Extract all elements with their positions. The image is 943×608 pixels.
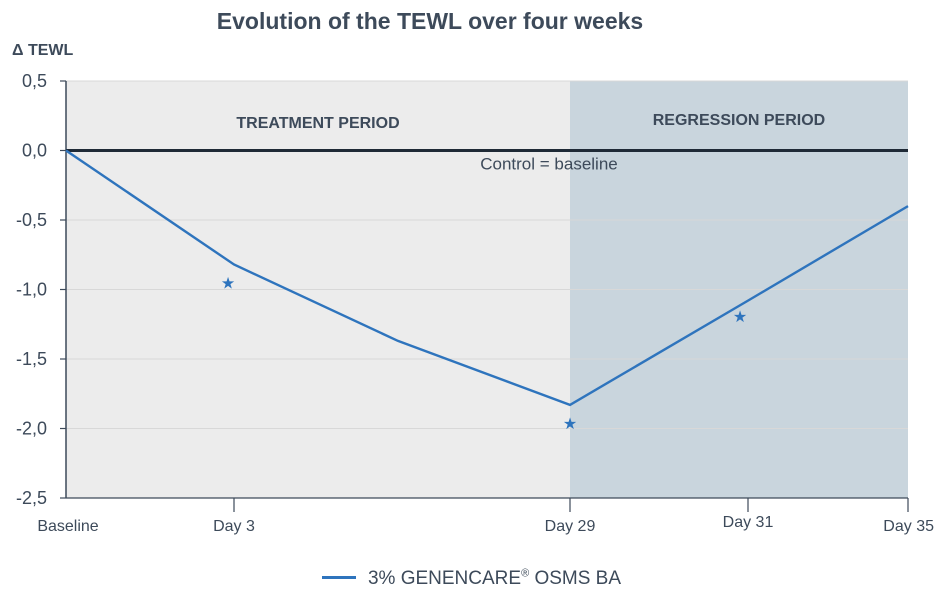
x-tick-label: Day 31 (723, 514, 774, 531)
legend-label: 3% GENENCARE® OSMS BA (367, 568, 622, 590)
x-tick-label: Baseline (37, 518, 98, 535)
significance-star: ★ (563, 416, 577, 433)
series-line (65, 149, 909, 407)
y-tick-label: -1,5 (16, 349, 47, 369)
legend-line-swatch (321, 575, 356, 579)
x-tick-label: Day 29 (545, 518, 596, 535)
significance-star: ★ (733, 309, 747, 326)
y-tick-label: 0,5 (22, 71, 47, 91)
x-tick-label: Day 35 (883, 518, 934, 535)
y-axis-label: Δ TEWL (12, 42, 74, 59)
reference-line-label: Control = baseline (480, 155, 618, 174)
y-tick-label: -2,0 (16, 419, 47, 439)
y-tick-label: -1,0 (16, 280, 47, 300)
significance-star: ★ (221, 276, 235, 293)
chart-plot: TREATMENT PERIOD REGRESSION PERIOD 0,5 0,0 -… (16, 71, 934, 535)
region-label: TREATMENT PERIOD (236, 115, 399, 132)
y-tick-label: 0,0 (22, 141, 47, 161)
chart-title: Evolution of the TEWL over four weeks (216, 8, 644, 34)
chart-legend: 3% GENENCARE® OSMS BA (0, 568, 943, 590)
y-tick-label: -2,5 (16, 488, 47, 508)
y-tick-label: -0,5 (16, 210, 47, 230)
region-label: REGRESSION PERIOD (653, 112, 825, 129)
x-tick-label: Day 3 (213, 518, 255, 535)
